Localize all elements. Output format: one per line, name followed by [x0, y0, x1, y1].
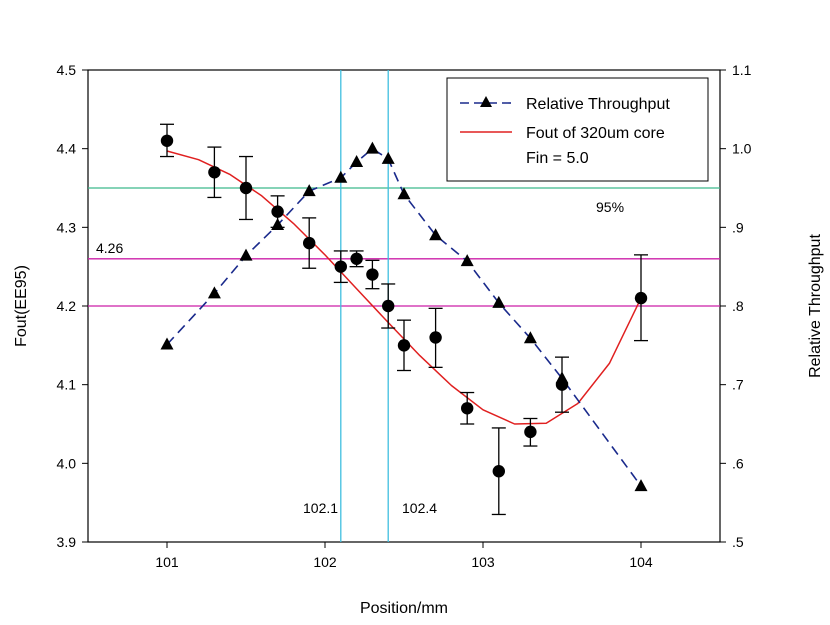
fout-point [160, 134, 174, 147]
y2-tick-label: 1.1 [732, 62, 752, 78]
fout-point [461, 402, 474, 415]
fout-point [555, 378, 569, 391]
fout-point [366, 268, 379, 281]
y-tick-label: 4.4 [57, 141, 77, 157]
throughput-point [492, 295, 506, 308]
fout-point [303, 236, 316, 250]
legend-label-fout: Fout of 320um core [526, 125, 665, 142]
x-tick-label: 101 [155, 554, 179, 570]
fout-point [492, 465, 505, 478]
y-tick-label: 4.1 [57, 377, 77, 393]
legend: Relative Throughput Fout of 320um core F… [446, 77, 709, 182]
y-tick-label: 4.5 [57, 62, 77, 78]
x-axis-title: Position/mm [360, 600, 448, 617]
y-tick-label: 4.0 [57, 455, 77, 471]
axes: 101 102 103 104 3.9 4.0 4.1 4.2 4.3 4.4 4.5 .5 .6 .7.… [57, 62, 752, 570]
throughput-point [239, 248, 253, 261]
reference-lines [88, 70, 720, 542]
ref-label-102-1: 102.1 [303, 500, 338, 516]
ref-label-102-4: 102.4 [402, 500, 437, 516]
y2-tick-label: .9 [732, 219, 744, 235]
y2-tick-label: .6 [732, 455, 744, 471]
y2-tick-label: .7 [732, 377, 744, 393]
x-tick-label: 104 [629, 554, 653, 570]
throughput-point [350, 155, 364, 168]
throughput-point [397, 187, 411, 200]
y-tick-label: 4.2 [57, 298, 77, 314]
fout-point [350, 252, 363, 265]
fout-point [429, 331, 442, 344]
legend-box [446, 77, 709, 182]
throughput-point [460, 254, 474, 267]
throughput-point [365, 141, 379, 154]
y2-tick-label: 1.0 [732, 141, 752, 157]
x-tick-label: 103 [471, 554, 495, 570]
y-axis-title: Fout(EE95) [13, 265, 30, 347]
fout-point [397, 339, 411, 352]
throughput-point [160, 337, 174, 350]
throughput-point [429, 228, 443, 241]
y2-tick-label: .8 [732, 298, 744, 314]
fout-point [334, 260, 347, 273]
legend-throughput-marker [480, 96, 492, 107]
throughput-point [334, 170, 348, 183]
fout-point [239, 181, 253, 195]
ref-label-95-percent: 95% [596, 199, 624, 215]
throughput-line [166, 147, 642, 487]
fout-series [160, 123, 648, 516]
relative-throughput-series [160, 141, 648, 492]
throughput-point [207, 286, 221, 299]
fout-point [208, 166, 221, 179]
legend-label-fin: Fin = 5.0 [526, 150, 589, 167]
throughput-point [302, 184, 316, 197]
throughput-point [523, 331, 537, 344]
y2-axis-title: Relative Throughput [807, 234, 824, 378]
ref-label-4-26: 4.26 [96, 240, 123, 256]
y-tick-label: 4.3 [57, 219, 77, 235]
fout-point [382, 299, 395, 313]
y-tick-label: 3.9 [57, 534, 77, 550]
fout-point [271, 205, 284, 218]
throughput-point [634, 479, 648, 492]
throughput-point [381, 151, 395, 164]
legend-label-throughput: Relative Throughput [526, 96, 670, 113]
fout-point [524, 425, 537, 439]
x-tick-label: 102 [313, 554, 337, 570]
y2-tick-label: .5 [732, 534, 744, 550]
fout-point [634, 291, 648, 305]
